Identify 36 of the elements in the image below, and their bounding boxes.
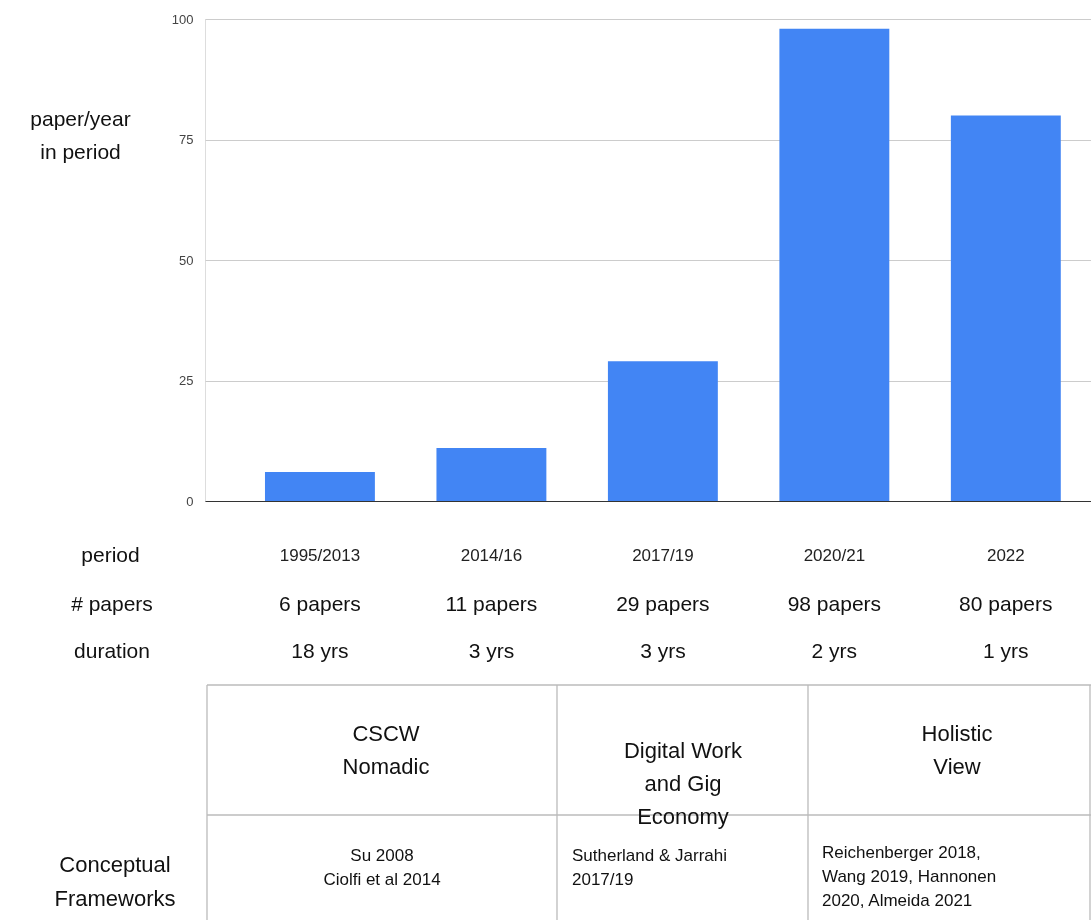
y-tick-label: 100 [171,11,194,27]
bar [779,28,890,501]
x-tick-label: 2017/19 [632,545,694,565]
text: # papers [71,592,153,615]
text: Reichenberger 2018, Wang 2019, Hannonen 2020, Almeida 2021 [822,843,997,910]
text: 18 yrs [291,639,349,662]
text: 29 papers [616,592,710,615]
y-tick-label: 25 [179,373,194,388]
bar [607,361,718,501]
x-tick-label: 2014/16 [460,545,523,565]
text: Conceptual Frameworks [54,852,176,911]
text: 80 papers [959,592,1053,615]
text: 11 papers [445,592,538,615]
text: 3 yrs [468,639,515,662]
text: 98 papers [787,592,882,615]
bar [436,447,547,501]
bar [264,472,375,501]
x-tick-label: 2020/21 [803,545,866,565]
x-tick-label: 1995/2013 [279,545,361,565]
text: CSCW Nomadic [342,721,430,779]
text: 1 yrs [983,639,1029,662]
text: Holistic View [921,721,993,779]
text: 3 yrs [640,639,686,662]
text: 6 papers [279,592,361,615]
text: Digital Work and Gig Economy [623,738,744,829]
y-axis-title: paper/year in period [30,106,131,163]
x-tick-label: 2022 [986,545,1025,565]
x-axis-title: period [81,542,140,566]
text: duration [74,639,150,662]
text: Su 2008 Ciolfi et al 2014 [323,846,441,889]
y-tick-label: 75 [179,132,194,147]
y-tick-label: 0 [186,493,194,509]
bar [950,115,1061,501]
y-tick-label: 50 [179,252,194,268]
text: 2 yrs [811,639,858,662]
text: Sutherland & Jarrahi 2017/19 [572,846,727,889]
